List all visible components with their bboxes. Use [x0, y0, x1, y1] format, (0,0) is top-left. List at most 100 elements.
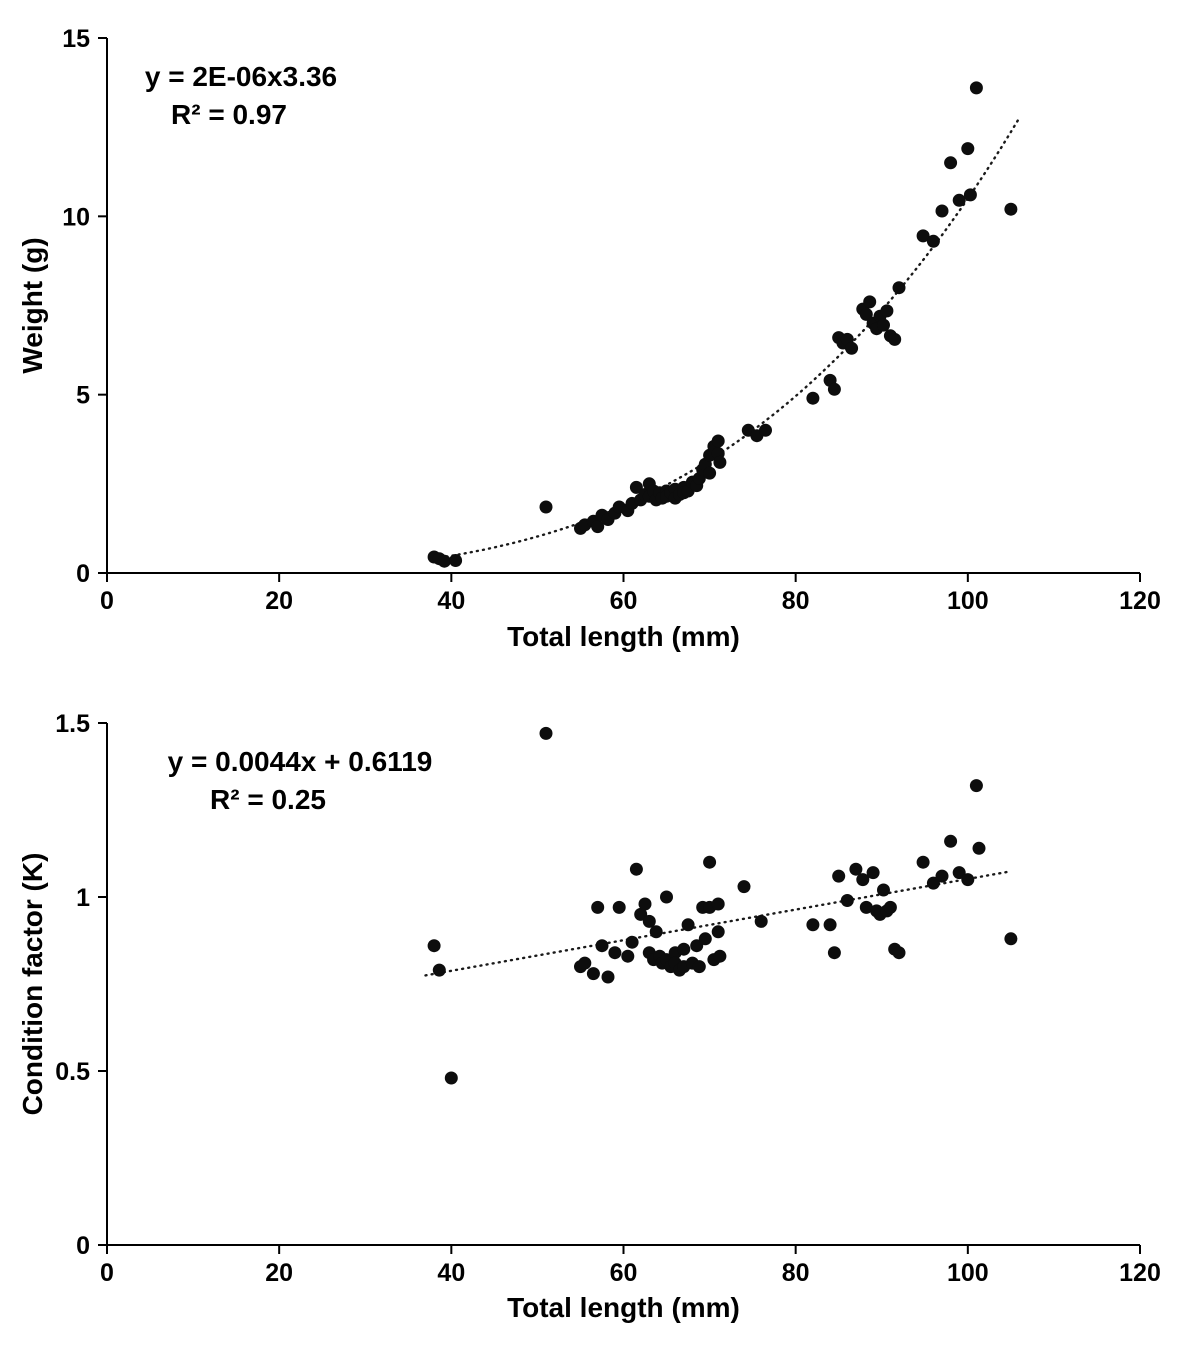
data-point [859, 900, 873, 914]
data-point [972, 841, 986, 855]
data-point [660, 890, 673, 904]
data-point [586, 967, 600, 981]
data-point [638, 897, 652, 911]
y-tick-label: 1 [76, 884, 90, 912]
y-tick-label: 0 [76, 1232, 90, 1260]
data-point [432, 963, 446, 977]
data-point [1004, 932, 1018, 946]
y-tick-label: 10 [62, 203, 90, 231]
data-point [449, 554, 463, 567]
data-point [963, 188, 977, 202]
data-point [629, 862, 643, 876]
x-tick-label: 60 [610, 587, 638, 615]
data-point [877, 883, 890, 897]
data-point [595, 939, 609, 953]
data-point [692, 960, 706, 974]
data-point [754, 914, 768, 928]
y-tick-label: 15 [62, 25, 90, 53]
data-point [698, 932, 712, 946]
y-tick-label: 5 [76, 382, 90, 410]
y-tick-label: 0.5 [55, 1058, 90, 1086]
data-point [892, 946, 906, 960]
data-point [711, 897, 725, 911]
data-point [944, 156, 958, 170]
data-point [634, 907, 648, 921]
data-point [713, 455, 727, 469]
x-tick-label: 80 [782, 587, 810, 615]
data-point [863, 295, 877, 309]
length-weight-scatter-plot: 0 20 40 60 80 100 120 0 5 10 15 Total length (mm) We… [17, 25, 1161, 652]
data-point [806, 918, 820, 932]
data-point [444, 1071, 458, 1085]
x-axis-title: Total length (mm) [507, 621, 740, 652]
x-tick-label: 0 [100, 587, 114, 615]
r-squared-label: R² = 0.25 [210, 784, 326, 815]
data-point [703, 466, 717, 480]
data-point [601, 970, 615, 984]
data-point [845, 341, 859, 355]
y-axis-title: Weight (g) [17, 237, 48, 373]
x-tick-label: 40 [437, 587, 465, 615]
r-squared-label: R² = 0.97 [171, 99, 287, 130]
x-tick-label: 60 [610, 1259, 638, 1287]
data-point [1004, 202, 1018, 216]
x-tick-label: 120 [1119, 587, 1161, 615]
data-point [737, 880, 751, 894]
data-point [713, 949, 727, 963]
data-point [877, 318, 890, 332]
data-point [916, 229, 930, 243]
data-point [888, 332, 902, 346]
equation-label: y = 0.0044x + 0.6119 [168, 746, 433, 777]
data-point [591, 520, 605, 534]
condition-factor-chart: 0 20 40 60 80 100 120 0 0.5 1 1.5 Total length (mm)… [0, 677, 1184, 1348]
data-point [629, 480, 643, 494]
data-point [711, 925, 725, 939]
x-tick-label: 20 [265, 1259, 293, 1287]
y-axis-title: Condition factor (K) [17, 853, 48, 1116]
data-point [625, 935, 639, 949]
data-point [427, 939, 441, 953]
data-point [883, 900, 897, 914]
data-point [608, 946, 622, 960]
data-point [969, 779, 983, 793]
data-point [806, 391, 820, 405]
data-point [969, 81, 983, 95]
data-point [578, 956, 592, 970]
data-point [621, 949, 635, 963]
data-point [539, 500, 553, 514]
data-point [832, 869, 846, 883]
data-point [916, 855, 930, 869]
data-point [944, 834, 958, 848]
data-point [849, 862, 863, 876]
y-tick-label: 0 [76, 560, 90, 588]
data-point [642, 914, 656, 928]
data-point [961, 873, 975, 887]
data-point [612, 900, 626, 914]
y-tick-label: 1.5 [55, 710, 90, 738]
condition-factor-scatter-plot: 0 20 40 60 80 100 120 0 0.5 1 1.5 Total length (mm)… [17, 710, 1161, 1323]
data-point [926, 234, 940, 248]
data-point [859, 307, 873, 321]
data-point [677, 942, 691, 956]
data-point [935, 869, 949, 883]
data-point [926, 876, 940, 890]
data-point [711, 434, 725, 448]
data-point [880, 304, 894, 318]
x-tick-label: 100 [947, 587, 989, 615]
data-point [703, 855, 717, 869]
x-axis-title: Total length (mm) [507, 1292, 740, 1323]
x-tick-label: 100 [947, 1259, 989, 1287]
trendline [432, 116, 1021, 560]
x-tick-label: 0 [100, 1259, 114, 1287]
equation-label: y = 2E-06x3.36 [145, 61, 337, 92]
data-point [952, 193, 966, 207]
data-point [866, 866, 880, 880]
data-point [827, 382, 841, 396]
x-tick-label: 120 [1119, 1259, 1161, 1287]
data-point [823, 918, 837, 932]
data-point [681, 918, 695, 932]
data-point [437, 554, 451, 568]
data-point [539, 726, 553, 740]
x-tick-label: 40 [437, 1259, 465, 1287]
